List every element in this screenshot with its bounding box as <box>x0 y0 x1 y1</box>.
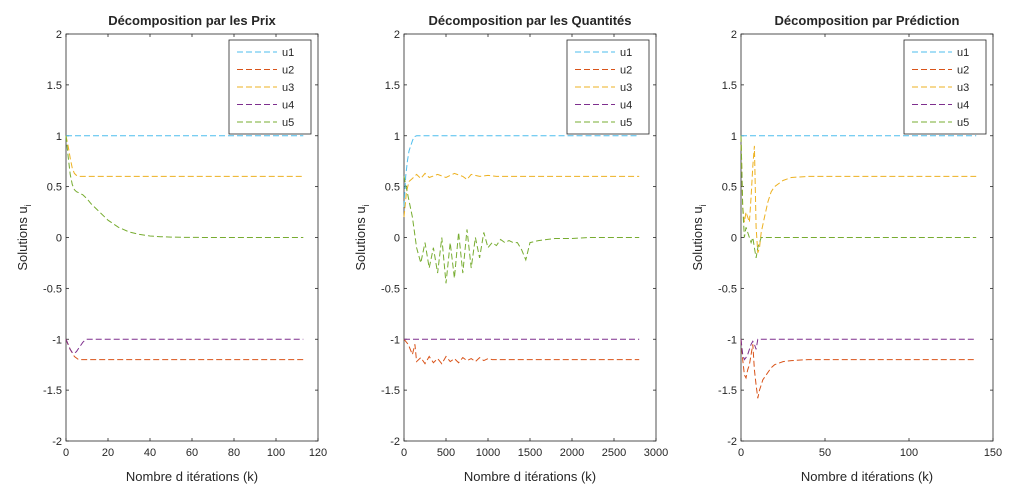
x-tick-label: 100 <box>900 447 918 459</box>
y-tick-label: 1 <box>731 131 737 143</box>
x-tick-label: 3000 <box>644 447 668 459</box>
x-tick-label: 0 <box>401 447 407 459</box>
y-tick-label: 1.5 <box>385 80 400 92</box>
legend-label-u3: u3 <box>620 82 632 94</box>
x-tick-label: 60 <box>186 447 198 459</box>
x-axis-label: Nombre d itérations (k) <box>464 469 596 484</box>
x-tick-label: 20 <box>102 447 114 459</box>
y-tick-label: -2 <box>52 436 62 448</box>
y-tick-label: 1.5 <box>722 80 737 92</box>
x-tick-label: 100 <box>267 447 285 459</box>
y-tick-label: -2 <box>390 436 400 448</box>
y-tick-label: -1 <box>390 334 400 346</box>
chart-panel-3: 0 50 100 150 -2 -1.5 -1 -0.5 0 0.5 1 1.5 2 Décomposit… <box>690 13 1002 484</box>
series-line-u5 <box>403 176 640 284</box>
legend-label-u2: u2 <box>282 65 294 77</box>
series-line-u2 <box>403 338 640 365</box>
legend-label-u4: u4 <box>282 100 294 112</box>
y-tick-label: -0.5 <box>718 283 737 295</box>
legend: u1 u2 u3 u4 u5 <box>566 39 650 135</box>
chart-title: Décomposition par les Prix <box>108 13 276 28</box>
y-axis-label-main: Solutions u <box>690 206 705 270</box>
series-line-u3 <box>740 135 977 253</box>
y-tick-label: 1 <box>56 131 62 143</box>
y-tick-label: 1 <box>394 131 400 143</box>
x-tick-label: 2000 <box>560 447 584 459</box>
series-line-u3 <box>403 172 640 218</box>
x-tick-label: 0 <box>63 447 69 459</box>
y-tick-label: 2 <box>56 29 62 41</box>
y-tick-label: 2 <box>394 29 400 41</box>
y-axis-label-main: Solutions u <box>353 206 368 270</box>
chart-title: Décomposition par Prédiction <box>775 13 960 28</box>
y-tick-label: -2 <box>727 436 737 448</box>
y-tick-label: -1.5 <box>718 385 737 397</box>
x-tick-label: 500 <box>437 447 455 459</box>
series-line-u5 <box>740 135 977 258</box>
x-axis-label: Nombre d itérations (k) <box>801 469 933 484</box>
series-line-u5 <box>65 135 304 238</box>
y-tick-label: 0.5 <box>722 182 737 194</box>
legend-label-u2: u2 <box>957 65 969 77</box>
chart-title: Décomposition par les Quantités <box>429 13 632 28</box>
y-tick-label: -0.5 <box>43 283 62 295</box>
series-line-u1 <box>403 135 640 208</box>
y-axis-label-subscript: i <box>698 204 708 206</box>
legend-label-u4: u4 <box>620 100 632 112</box>
legend-label-u1: u1 <box>957 47 969 59</box>
y-axis-label-subscript: i <box>23 204 33 206</box>
x-tick-label: 1500 <box>518 447 542 459</box>
legend-label-u3: u3 <box>957 82 969 94</box>
y-tick-label: -1.5 <box>381 385 400 397</box>
series-line-u3 <box>65 135 304 177</box>
y-tick-label: 0 <box>394 233 400 245</box>
legend-label-u4: u4 <box>957 100 969 112</box>
legend-label-u1: u1 <box>282 47 294 59</box>
y-axis-label: Solutions ui <box>690 204 708 270</box>
y-tick-label: -1 <box>52 334 62 346</box>
chart-panel-2: 0 500 1000 1500 2000 2500 3000 -2 -1.5 -1 -0.5 0 0.5… <box>353 13 668 484</box>
series-line-u4 <box>65 338 304 355</box>
y-tick-label: 0.5 <box>47 182 62 194</box>
y-axis-label: Solutions ui <box>353 204 371 270</box>
x-tick-label: 40 <box>144 447 156 459</box>
series-line-u4 <box>740 338 977 361</box>
legend-label-u5: u5 <box>620 117 632 129</box>
x-tick-label: 1000 <box>476 447 500 459</box>
x-tick-label: 120 <box>309 447 327 459</box>
x-tick-label: 50 <box>819 447 831 459</box>
x-tick-label: 150 <box>984 447 1002 459</box>
x-tick-label: 0 <box>738 447 744 459</box>
legend: u1 u2 u3 u4 u5 <box>228 39 312 135</box>
legend-label-u1: u1 <box>620 47 632 59</box>
y-tick-label: -1 <box>727 334 737 346</box>
y-tick-label: -1.5 <box>43 385 62 397</box>
legend-label-u5: u5 <box>282 117 294 129</box>
chart-panel-1: 0 20 40 60 80 100 120 -2 -1.5 -1 -0.5 0 0.5 1 1.5 2 Déco… <box>15 13 327 484</box>
y-tick-label: 0 <box>56 233 62 245</box>
series-line-u2 <box>740 339 977 399</box>
x-tick-label: 80 <box>228 447 240 459</box>
y-tick-label: 1.5 <box>47 80 62 92</box>
y-tick-label: -0.5 <box>381 283 400 295</box>
y-tick-label: 2 <box>731 29 737 41</box>
y-axis-label-subscript: i <box>361 204 371 206</box>
x-axis-label: Nombre d itérations (k) <box>126 469 258 484</box>
y-tick-label: 0.5 <box>385 182 400 194</box>
legend-label-u2: u2 <box>620 65 632 77</box>
y-axis-label-main: Solutions u <box>15 206 30 270</box>
y-tick-label: 0 <box>731 233 737 245</box>
legend-label-u3: u3 <box>282 82 294 94</box>
y-axis-label: Solutions ui <box>15 204 33 270</box>
legend: u1 u2 u3 u4 u5 <box>903 39 987 135</box>
legend-label-u5: u5 <box>957 117 969 129</box>
x-tick-label: 2500 <box>602 447 626 459</box>
